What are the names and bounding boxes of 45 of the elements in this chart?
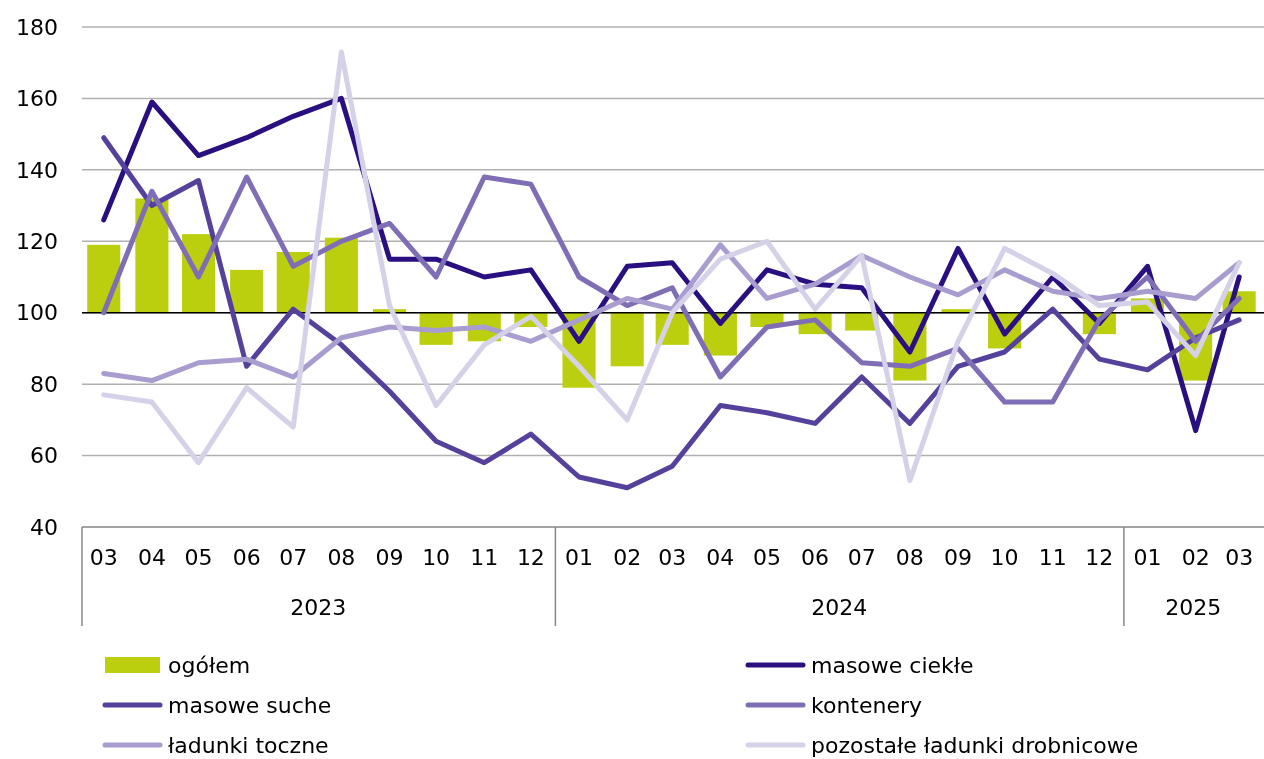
x-tick-label: 05	[752, 544, 781, 570]
x-tick-label: 12	[1085, 544, 1114, 570]
text: 2023	[290, 594, 347, 620]
x-tick-label: 07	[279, 544, 308, 570]
x-tick-label: 01	[1133, 544, 1162, 570]
y-tick-label: 80	[30, 371, 58, 397]
x-tick-label: 04	[137, 544, 166, 570]
legend-label: ogółem	[168, 652, 251, 678]
legend-label: masowe ciekłe	[811, 652, 974, 678]
y-tick-label: 100	[16, 300, 58, 326]
x-tick-label: 10	[422, 544, 451, 570]
y-tick-label: 180	[16, 14, 58, 40]
x-tick-label: 01	[565, 544, 594, 570]
bar	[610, 312, 644, 367]
x-tick-label: 06	[801, 544, 830, 570]
x-tick-label: 03	[658, 544, 687, 570]
x-tick-label: 06	[232, 544, 261, 570]
x-tick-label: 09	[375, 544, 404, 570]
x-tick-label: 09	[944, 544, 973, 570]
x-tick-label: 03	[1225, 544, 1254, 570]
y-tick-label: 40	[30, 514, 58, 540]
x-tick-label: 05	[184, 544, 213, 570]
bar	[324, 237, 358, 313]
legend-label: masowe suche	[168, 692, 332, 718]
x-tick-label: 12	[516, 544, 545, 570]
text: 2024	[811, 594, 868, 620]
y-tick-label: 60	[30, 443, 58, 469]
y-tick-label: 140	[16, 157, 58, 183]
x-tick-label: 02	[1181, 544, 1210, 570]
x-tick-label: 11	[470, 544, 499, 570]
text: 2025	[1165, 594, 1222, 620]
x-tick-label: 11	[1038, 544, 1067, 570]
x-tick-label: 10	[990, 544, 1019, 570]
y-tick-label: 160	[16, 86, 58, 112]
legend-label: ładunki toczne	[168, 732, 329, 758]
legend-label: kontenery	[811, 692, 923, 718]
x-tick-label: 04	[706, 544, 735, 570]
x-tick-label: 08	[895, 544, 924, 570]
bar	[230, 269, 264, 313]
y-tick-label: 120	[16, 228, 58, 254]
x-tick-label: 08	[327, 544, 356, 570]
legend-label: pozostałe ładunki drobnicowe	[811, 732, 1139, 758]
x-tick-label: 07	[847, 544, 876, 570]
x-tick-label: 02	[613, 544, 642, 570]
x-tick-label: 03	[89, 544, 118, 570]
